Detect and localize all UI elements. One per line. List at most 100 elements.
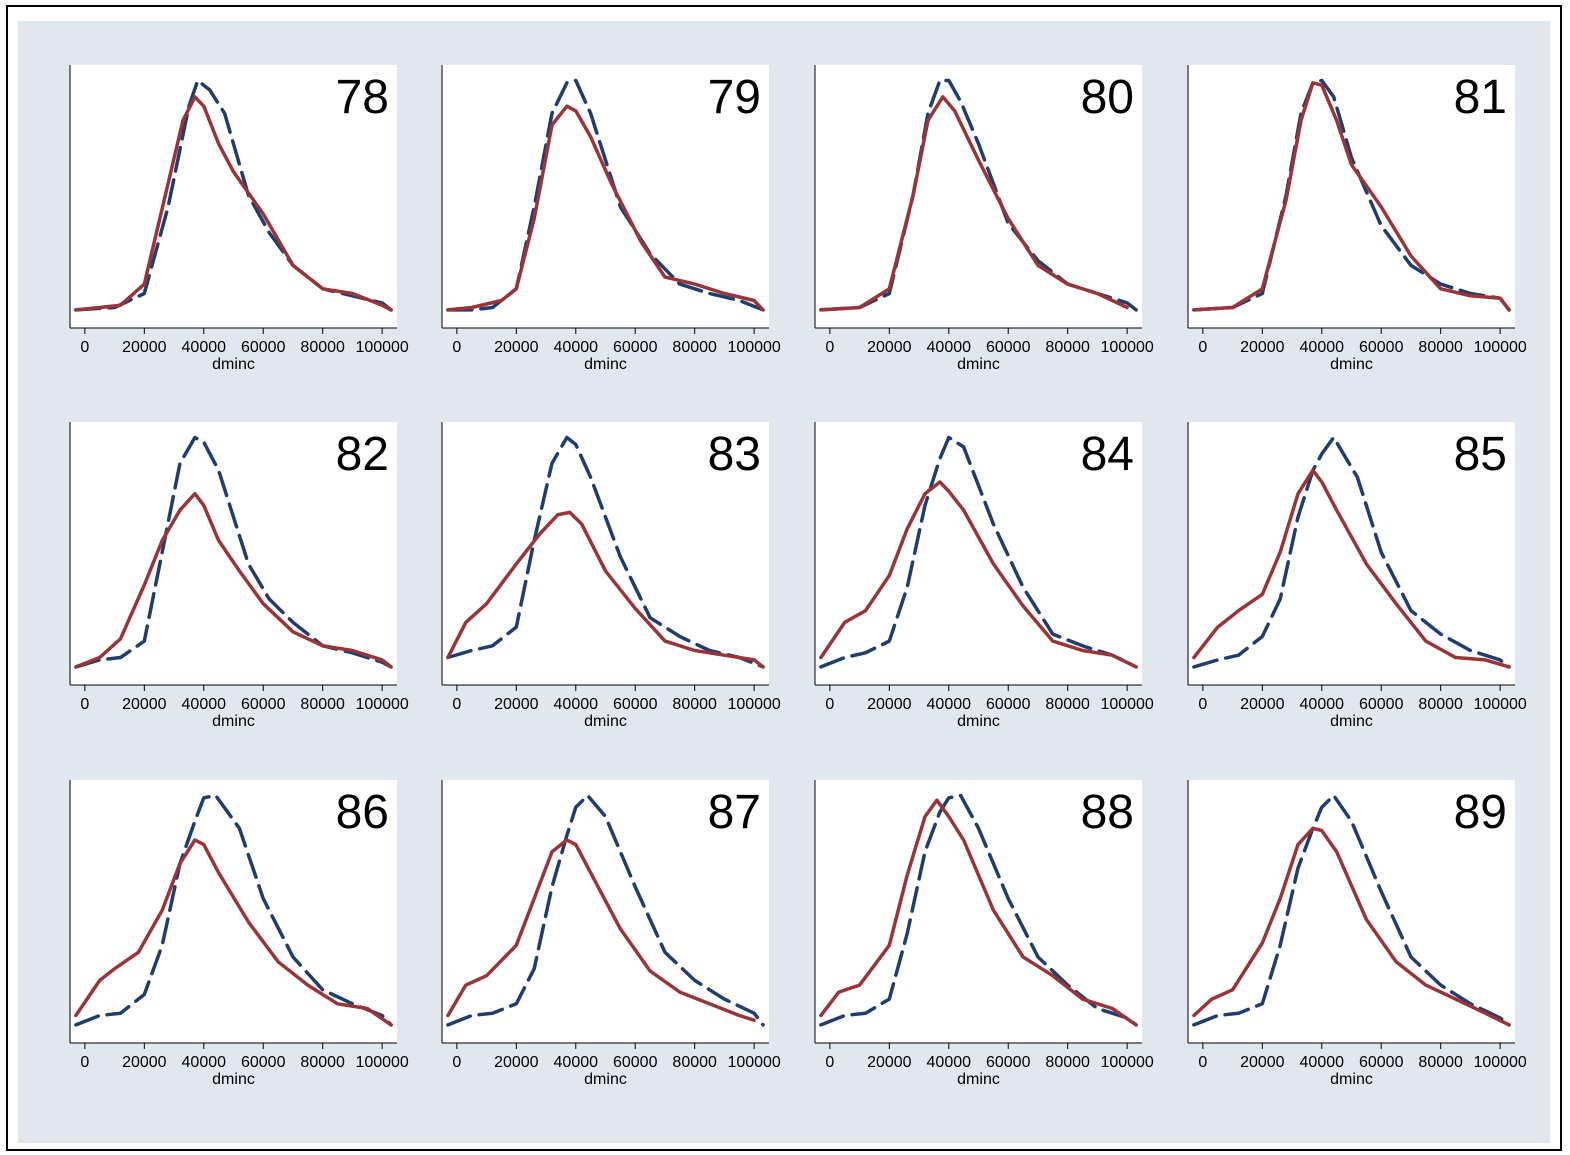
panel-79: 0 20000 40000 60000 80000 100000 dminc 79 xyxy=(441,65,781,373)
series-line-dashed xyxy=(446,793,765,1027)
x-tick-label: 20000 xyxy=(1240,339,1285,356)
series-line-dashed xyxy=(1192,435,1511,669)
x-axis-title: dminc xyxy=(212,1071,255,1088)
plot-area xyxy=(70,65,397,328)
series-line-solid xyxy=(446,838,756,1022)
x-axis-title: dminc xyxy=(584,356,627,373)
x-tick-label: 60000 xyxy=(613,1054,658,1071)
panel-label: 83 xyxy=(708,428,761,481)
x-tick-label: 100000 xyxy=(355,339,408,356)
x-tick-label: 40000 xyxy=(182,1054,227,1071)
x-axis-title: dminc xyxy=(1330,713,1373,730)
plot-area xyxy=(442,780,769,1043)
x-tick-label: 80000 xyxy=(672,1054,717,1071)
panel-label: 78 xyxy=(336,71,389,124)
series-line-dashed xyxy=(819,793,1138,1027)
x-axis-title: dminc xyxy=(1330,356,1373,373)
series-line-dashed xyxy=(446,435,765,669)
x-tick-label: 40000 xyxy=(554,339,599,356)
x-tick-label: 60000 xyxy=(986,696,1031,713)
x-tick-label: 100000 xyxy=(1100,696,1153,713)
x-tick-label: 40000 xyxy=(554,1054,599,1071)
x-tick-label: 0 xyxy=(80,339,89,356)
x-tick-label: 100000 xyxy=(355,1054,408,1071)
x-tick-label: 40000 xyxy=(1300,696,1345,713)
panel-label: 82 xyxy=(336,428,389,481)
panel-label: 89 xyxy=(1454,786,1507,839)
x-tick-label: 100000 xyxy=(727,339,780,356)
x-tick-label: 80000 xyxy=(300,696,345,713)
x-tick-label: 100000 xyxy=(727,1054,780,1071)
x-tick-label: 60000 xyxy=(986,339,1031,356)
series-line-solid xyxy=(74,491,393,669)
x-tick-label: 60000 xyxy=(241,1054,286,1071)
x-tick-label: 20000 xyxy=(494,339,539,356)
x-tick-label: 80000 xyxy=(300,1054,345,1071)
x-tick-label: 100000 xyxy=(1473,339,1526,356)
series-line-dashed xyxy=(74,793,393,1027)
x-axis-title: dminc xyxy=(584,713,627,730)
x-tick-label: 0 xyxy=(1198,696,1207,713)
x-tick-label: 40000 xyxy=(182,339,227,356)
x-tick-label: 80000 xyxy=(672,696,717,713)
x-tick-label: 0 xyxy=(452,696,461,713)
series-line-solid xyxy=(819,798,1138,1027)
x-tick-label: 20000 xyxy=(122,1054,167,1071)
plot-area xyxy=(1188,422,1515,685)
x-tick-label: 0 xyxy=(80,1054,89,1071)
series-line-solid xyxy=(1192,468,1511,669)
x-tick-label: 60000 xyxy=(613,339,658,356)
x-tick-label: 40000 xyxy=(1300,339,1345,356)
panel-86: 0 20000 40000 60000 80000 100000 dminc 86 xyxy=(69,780,409,1088)
series-line-dashed xyxy=(819,435,1138,669)
panel-83: 0 20000 40000 60000 80000 100000 dminc 83 xyxy=(441,422,781,730)
x-tick-label: 0 xyxy=(825,339,834,356)
x-axis-title: dminc xyxy=(957,713,1000,730)
plot-area xyxy=(1188,65,1515,328)
x-tick-label: 20000 xyxy=(867,339,912,356)
x-tick-label: 0 xyxy=(1198,339,1207,356)
x-tick-label: 100000 xyxy=(1473,696,1526,713)
panel-label: 80 xyxy=(1081,71,1134,124)
x-axis-title: dminc xyxy=(584,1071,627,1088)
x-tick-label: 60000 xyxy=(1359,1054,1404,1071)
x-tick-label: 40000 xyxy=(182,696,227,713)
x-tick-label: 80000 xyxy=(1045,696,1090,713)
panel-81: 0 20000 40000 60000 80000 100000 dminc 81 xyxy=(1187,65,1527,373)
x-tick-label: 100000 xyxy=(1100,339,1153,356)
x-tick-label: 0 xyxy=(825,1054,834,1071)
x-tick-label: 80000 xyxy=(300,339,345,356)
x-tick-label: 80000 xyxy=(1418,339,1463,356)
series-line-solid xyxy=(446,510,765,669)
x-tick-label: 0 xyxy=(452,1054,461,1071)
x-tick-label: 80000 xyxy=(672,339,717,356)
panel-label: 81 xyxy=(1454,71,1507,124)
x-tick-label: 20000 xyxy=(1240,1054,1285,1071)
panel-87: 0 20000 40000 60000 80000 100000 dminc 87 xyxy=(441,780,781,1088)
panel-label: 86 xyxy=(336,786,389,839)
x-tick-label: 0 xyxy=(80,696,89,713)
panel-89: 0 20000 40000 60000 80000 100000 dminc 89 xyxy=(1187,780,1527,1088)
x-tick-label: 60000 xyxy=(986,1054,1031,1071)
panel-label: 85 xyxy=(1454,428,1507,481)
x-tick-label: 40000 xyxy=(927,1054,972,1071)
x-tick-label: 0 xyxy=(1198,1054,1207,1071)
panel-80: 0 20000 40000 60000 80000 100000 dminc 80 xyxy=(814,65,1154,373)
x-tick-label: 60000 xyxy=(613,696,658,713)
x-tick-label: 20000 xyxy=(494,1054,539,1071)
x-tick-label: 60000 xyxy=(1359,696,1404,713)
plot-area xyxy=(70,422,397,685)
x-axis-title: dminc xyxy=(957,356,1000,373)
panel-78: 0 20000 40000 60000 80000 100000 dminc 78 xyxy=(69,65,409,373)
series-line-solid xyxy=(74,95,393,312)
x-tick-label: 80000 xyxy=(1045,1054,1090,1071)
series-line-dashed xyxy=(1192,793,1511,1027)
series-line-solid xyxy=(819,95,1129,312)
panel-label: 84 xyxy=(1081,428,1134,481)
x-tick-label: 100000 xyxy=(1473,1054,1526,1071)
x-tick-label: 20000 xyxy=(1240,696,1285,713)
x-tick-label: 0 xyxy=(825,696,834,713)
plot-area xyxy=(442,65,769,328)
panel-label: 87 xyxy=(708,786,761,839)
